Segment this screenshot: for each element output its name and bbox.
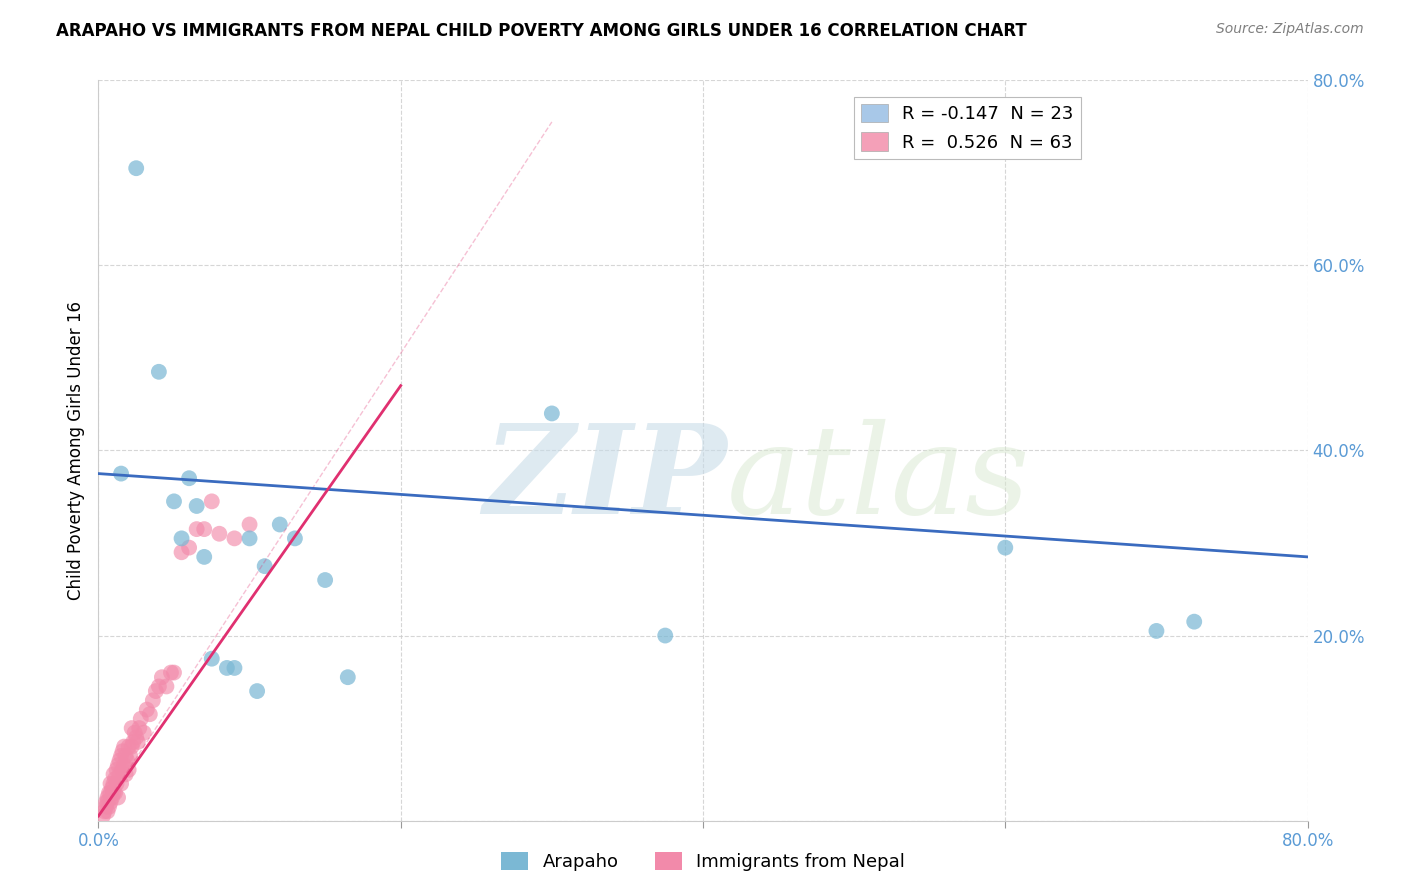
Point [101, 781, 124, 796]
Point [101, 790, 124, 805]
Point [170, 532, 193, 546]
Point [201, 494, 224, 508]
Point [118, 763, 141, 777]
Point [111, 763, 134, 777]
Point [103, 786, 125, 800]
Point [94, 799, 117, 814]
Point [98, 799, 121, 814]
Point [994, 541, 1017, 555]
Point [103, 776, 125, 791]
Point [110, 467, 132, 481]
Point [118, 739, 141, 754]
Point [96, 795, 118, 809]
Point [100, 776, 122, 791]
Point [201, 651, 224, 665]
Point [179, 541, 201, 555]
Point [179, 471, 201, 485]
Point [105, 763, 128, 777]
Point [96, 790, 118, 805]
Text: atlas: atlas [727, 419, 1031, 541]
Point [98, 786, 121, 800]
Point [120, 748, 142, 763]
Point [103, 767, 125, 781]
Point [246, 684, 269, 698]
Point [208, 526, 231, 541]
Text: Source: ZipAtlas.com: Source: ZipAtlas.com [1216, 22, 1364, 37]
Text: ARAPAHO VS IMMIGRANTS FROM NEPAL CHILD POVERTY AMONG GIRLS UNDER 16 CORRELATION : ARAPAHO VS IMMIGRANTS FROM NEPAL CHILD P… [56, 22, 1026, 40]
Point [107, 790, 129, 805]
Point [93, 805, 115, 819]
Point [654, 628, 676, 642]
Point [91, 809, 114, 823]
Point [163, 665, 186, 680]
Point [215, 661, 238, 675]
Point [269, 517, 291, 532]
Point [127, 735, 149, 749]
Point [111, 744, 134, 758]
Point [224, 661, 246, 675]
Text: ZIP: ZIP [484, 419, 727, 541]
Point [193, 522, 215, 536]
Point [314, 573, 336, 587]
Point [186, 499, 208, 513]
Point [96, 805, 118, 819]
Point [112, 758, 135, 772]
Point [100, 795, 122, 809]
Point [148, 680, 170, 694]
Point [540, 407, 562, 421]
Point [104, 772, 127, 786]
Point [239, 532, 262, 546]
Point [129, 712, 152, 726]
Point [135, 703, 157, 717]
Legend: Arapaho, Immigrants from Nepal: Arapaho, Immigrants from Nepal [494, 845, 912, 879]
Point [186, 522, 208, 536]
Point [150, 670, 173, 684]
Point [148, 365, 170, 379]
Point [107, 758, 129, 772]
Point [139, 707, 162, 722]
Point [145, 684, 167, 698]
Point [193, 549, 215, 564]
Point [108, 767, 131, 781]
Point [224, 532, 246, 546]
Point [1182, 615, 1205, 629]
Point [142, 693, 165, 707]
Point [125, 731, 148, 745]
Point [132, 725, 155, 739]
Legend: R = -0.147  N = 23, R =  0.526  N = 63: R = -0.147 N = 23, R = 0.526 N = 63 [853, 96, 1081, 159]
Point [114, 767, 136, 781]
Point [170, 545, 193, 559]
Point [160, 665, 183, 680]
Point [125, 161, 148, 176]
Point [124, 725, 146, 739]
Point [114, 748, 136, 763]
Point [110, 776, 132, 791]
Point [122, 735, 145, 749]
Point [108, 754, 131, 768]
Point [284, 532, 307, 546]
Point [163, 494, 186, 508]
Point [239, 517, 262, 532]
Point [336, 670, 359, 684]
Point [121, 739, 143, 754]
Y-axis label: Child Poverty Among Girls Under 16: Child Poverty Among Girls Under 16 [66, 301, 84, 600]
Point [253, 559, 276, 574]
Point [155, 680, 177, 694]
Point [1144, 624, 1167, 638]
Point [112, 739, 135, 754]
Point [100, 786, 122, 800]
Point [121, 721, 143, 735]
Point [105, 776, 128, 791]
Point [104, 786, 127, 800]
Point [110, 748, 132, 763]
Point [128, 721, 150, 735]
Point [115, 754, 138, 768]
Point [94, 795, 117, 809]
